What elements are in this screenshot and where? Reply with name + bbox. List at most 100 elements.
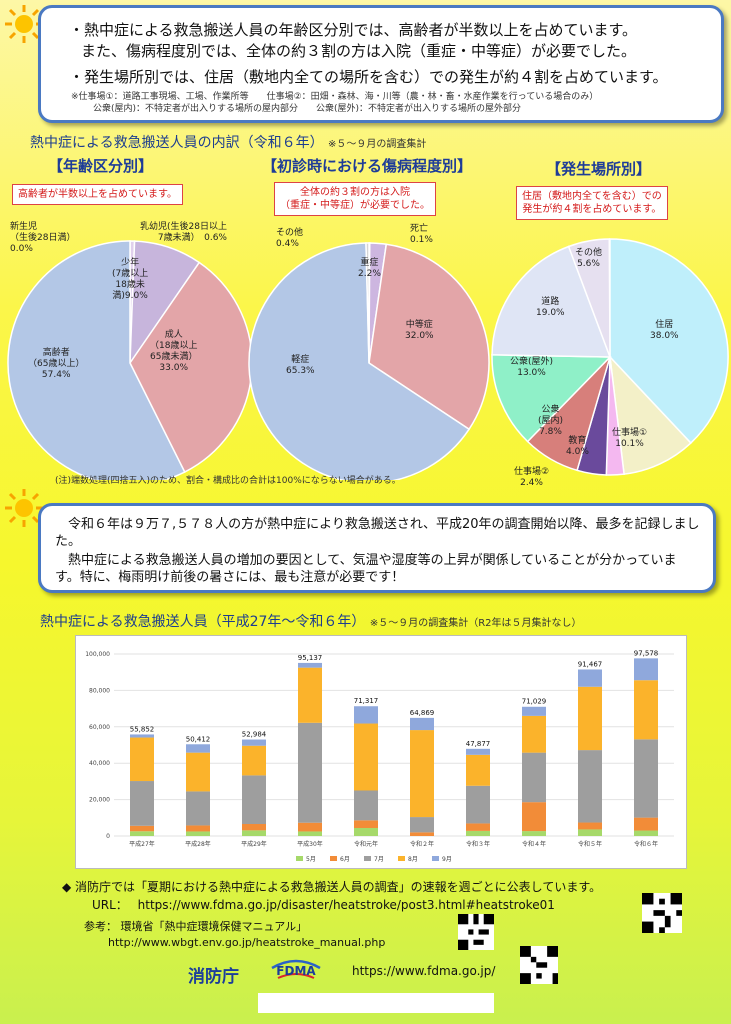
footer-url-label: URL：	[92, 898, 128, 912]
bar-segment	[466, 823, 490, 831]
footer-reference: 参考： 環境省「熱中症環境保健マニュアル」 http://www.wbgt.en…	[84, 919, 385, 951]
pie-place-slice-home	[609, 238, 729, 445]
bar-segment	[354, 706, 378, 724]
bar-total-label: 71,317	[354, 697, 379, 705]
pie-charts	[7, 238, 729, 480]
pie-section-title: 熱中症による救急搬送人員の内訳（令和６年） ※５～９月の調査集計	[30, 132, 426, 152]
bar-segment	[634, 739, 658, 818]
pie-age-label-adult: 成人 （18歳以上 65歳未満） 33.0%	[150, 330, 198, 373]
bar-segment	[466, 754, 490, 786]
pie-place-label-edu: 教育 4.0%	[566, 436, 589, 457]
agency-url[interactable]: https://www.fdma.go.jp/	[352, 964, 496, 978]
bar-segment	[578, 829, 602, 836]
legend-swatch	[364, 856, 371, 861]
fdma-logo: FDMA	[268, 956, 324, 986]
pie-age-slice-elderly	[7, 240, 186, 480]
pie-place-chart	[491, 238, 729, 476]
bar-total-label: 52,984	[242, 731, 267, 739]
summary-note-2: 公衆(屋内)：不特定者が出入りする場所の屋内部分 公衆(屋外)：不特定者が出入り…	[93, 104, 522, 114]
bar-segment	[522, 831, 546, 836]
footer-url-row: URL： https://www.fdma.go.jp/disaster/hea…	[92, 896, 555, 913]
legend-swatch	[432, 856, 439, 861]
legend-swatch	[330, 856, 337, 861]
bar-segment	[466, 785, 490, 824]
bar-segment	[242, 775, 266, 824]
pie-severity-label-mild: 軽症 65.3%	[286, 355, 315, 376]
bar-total-label: 71,029	[522, 698, 547, 706]
bar-total-label: 50,412	[186, 735, 211, 743]
pie-severity-label-severe: 重症 2.2%	[358, 258, 381, 279]
x-tick-label: 平成29年	[241, 840, 267, 848]
bar-segment	[634, 680, 658, 740]
y-tick-label: 0	[106, 833, 110, 840]
pie-age-heading: 【年齢区分別】	[48, 157, 154, 175]
pie-section-title-note: ※５～９月の調査集計	[328, 139, 427, 150]
x-tick-label: 平成28年	[185, 840, 211, 848]
pie-place-label-home: 住居 38.0%	[650, 320, 679, 341]
pie-severity-chart	[248, 242, 490, 480]
qr-code-icon[interactable]	[520, 946, 558, 984]
pie-place-label-work1: 仕事場① 10.1%	[612, 428, 648, 449]
pie-age-chart	[7, 240, 253, 480]
footer-url-link[interactable]: https://www.fdma.go.jp/disaster/heatstro…	[137, 898, 555, 912]
x-tick-label: 令和６年	[634, 840, 658, 848]
bar-segment	[130, 781, 154, 826]
sun-icon	[5, 5, 43, 43]
footer-ref-title: 環境省「熱中症環境保健マニュアル」	[120, 920, 308, 933]
pie-place-label-indoor: 公衆 (屋内) 7.8%	[538, 405, 564, 437]
summary-line-2: また、傷病程度別では、全体の約３割の方は入院（重症・中等症）が必要でした。	[81, 42, 637, 60]
pie-place-callout: 住居（敷地内全てを含む）での 発生が約４割を占めています。	[516, 186, 668, 220]
legend-label: 9月	[442, 856, 452, 863]
bar-segment	[242, 830, 266, 836]
bar-segment	[242, 739, 266, 746]
bar-segment	[354, 723, 378, 791]
bar-segment	[522, 752, 546, 803]
agency-name: 消防庁	[188, 967, 239, 987]
bar-segment	[466, 830, 490, 836]
bar-segment	[130, 737, 154, 782]
bar-segment	[578, 669, 602, 687]
bar-segment	[298, 722, 322, 823]
pie-footnote: (注)端数処理(四捨五入)のため、割合・構成比の合計は100%にならない場合があ…	[55, 476, 401, 486]
y-tick-label: 60,000	[89, 724, 110, 731]
bar-segment	[578, 750, 602, 823]
bar-segment	[298, 667, 322, 723]
pie-place-slice-other	[567, 238, 611, 358]
bar-segment	[186, 831, 210, 836]
pie-place-label-road: 道路 19.0%	[536, 297, 565, 318]
bar-chart-title-text: 熱中症による救急搬送人員（平成27年～令和６年）	[40, 614, 366, 630]
record-box: 令和６年は９万７,５７８人の方が熱中症により救急搬送され、平成20年の調査開始以…	[38, 503, 716, 593]
bar-total-label: 97,578	[634, 649, 659, 657]
summary-box: ・熱中症による救急搬送人員の年齢区分別では、高齢者が半数以上を占めています。 ま…	[38, 5, 724, 123]
pie-severity-label-moderate: 中等症 32.0%	[405, 320, 434, 341]
bar-segment	[410, 832, 434, 836]
y-tick-label: 40,000	[89, 760, 110, 767]
bar-segment	[242, 823, 266, 831]
legend-label: 5月	[306, 856, 316, 863]
footer-ref-link[interactable]: http://www.wbgt.env.go.jp/heatstroke_man…	[108, 936, 386, 949]
summary-line-3: ・発生場所別では、住居（敷地内全ての場所を含む）での発生が約４割を占めています。	[69, 68, 668, 86]
bar-segment	[354, 827, 378, 836]
bar-total-label: 95,137	[298, 654, 323, 662]
bar-chart-title-note: ※５～９月の調査集計（R2年は５月集計なし）	[369, 618, 582, 629]
x-tick-label: 令和２年	[410, 840, 434, 848]
bar-segment	[634, 830, 658, 836]
legend-label: 8月	[408, 856, 418, 863]
bar-total-label: 47,877	[466, 740, 491, 748]
bar-segment	[634, 817, 658, 831]
blank-field	[258, 993, 494, 1013]
bar-total-label: 91,467	[578, 661, 603, 669]
qr-code-icon[interactable]	[642, 893, 682, 933]
record-para-1: 令和６年は９万７,５７８人の方が熱中症により救急搬送され、平成20年の調査開始以…	[55, 517, 700, 549]
x-tick-label: 平成30年	[297, 840, 323, 848]
bar-segment	[298, 831, 322, 836]
bar-segment	[410, 730, 434, 818]
pie-age-label-youth: 少年 (7歳以上 18歳未 満)9.0%	[112, 258, 149, 301]
qr-code-icon[interactable]	[458, 914, 494, 950]
pie-place-heading: 【発生場所別】	[546, 160, 652, 178]
pie-place-slice-outdoor	[491, 354, 612, 443]
bar-segment	[186, 752, 210, 792]
x-tick-label: 令和元年	[354, 840, 378, 848]
pie-place-label-work2: 仕事場② 2.4%	[514, 467, 550, 488]
pie-section-title-text: 熱中症による救急搬送人員の内訳（令和６年）	[30, 135, 324, 151]
